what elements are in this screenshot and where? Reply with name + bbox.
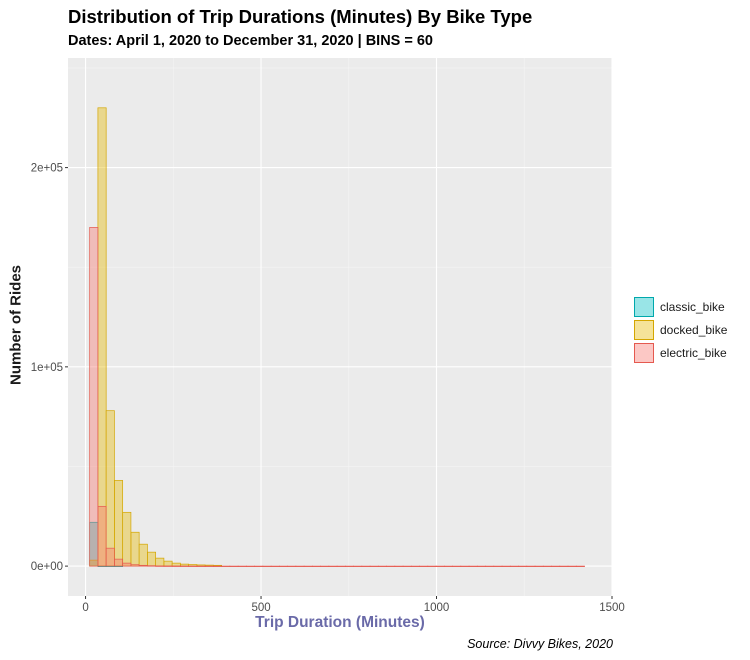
- electric_bike-bar: [312, 565, 321, 567]
- docked_bike-bar: [105, 410, 115, 567]
- docked_bike-bar: [155, 557, 165, 567]
- electric_bike-bar: [229, 565, 239, 567]
- electric_bike-bar: [328, 565, 338, 567]
- legend-label: classic_bike: [660, 299, 725, 314]
- x-tick-label: 0: [82, 602, 88, 614]
- electric_bike-bar: [130, 564, 140, 567]
- electric_bike-bar: [204, 565, 214, 567]
- docked_bike-bar: [97, 107, 107, 567]
- y-tick-label: 2e+05: [31, 163, 63, 175]
- electric_bike-bar: [419, 565, 429, 567]
- x-tick-label: 1500: [599, 602, 625, 614]
- electric_bike-bar: [171, 565, 181, 567]
- electric_bike-bar: [377, 565, 387, 567]
- legend-key-electric_bike: [634, 342, 654, 363]
- grid-minor: [68, 58, 612, 596]
- electric_bike-bar: [246, 565, 255, 567]
- chart-caption: Source: Divvy Bikes, 2020: [467, 637, 613, 651]
- electric_bike-bar: [427, 565, 437, 567]
- x-axis: 0 500 1000 1500: [82, 596, 625, 614]
- electric_bike-bar: [254, 565, 264, 567]
- docked_bike-bar: [163, 560, 173, 567]
- electric_bike-bar: [295, 565, 305, 567]
- chart-subtitle: Dates: April 1, 2020 to December 31, 202…: [68, 33, 433, 49]
- electric_bike-bar: [237, 565, 247, 567]
- electric_bike-bar: [105, 547, 115, 567]
- electric_bike-bar: [336, 565, 346, 567]
- electric_bike-bar: [435, 565, 445, 567]
- electric_bike-bar: [188, 565, 198, 567]
- electric_bike-bar: [468, 565, 478, 567]
- electric_bike-bar: [402, 565, 412, 567]
- electric_bike-bar: [287, 565, 297, 567]
- series-docked_bike: [89, 107, 222, 567]
- electric_bike-bar: [369, 565, 379, 567]
- y-axis: 0e+00 1e+05 2e+05: [31, 163, 68, 573]
- electric_bike-bar: [493, 565, 503, 567]
- electric_bike-bar: [196, 565, 206, 567]
- electric_bike-bar: [394, 565, 404, 567]
- docked_bike-bar: [114, 480, 124, 567]
- docked_bike-bar: [122, 511, 132, 567]
- electric_bike-bar: [509, 565, 519, 567]
- electric_bike-bar: [155, 565, 165, 567]
- electric_bike-bar: [559, 565, 569, 567]
- docked_bike-bar: [147, 551, 157, 567]
- electric_bike-bar: [114, 558, 124, 567]
- electric_bike-bar: [270, 565, 280, 567]
- x-tick-label: 500: [251, 602, 270, 614]
- electric_bike-bar: [303, 565, 313, 567]
- plot-panel: [68, 58, 612, 596]
- electric_bike-bar: [460, 565, 470, 567]
- legend-key-classic_bike: [634, 296, 654, 317]
- electric_bike-bar: [410, 565, 420, 567]
- electric_bike-bar: [476, 565, 486, 567]
- bars-layer: [89, 107, 585, 567]
- electric_bike-bar: [361, 565, 371, 567]
- x-axis-label: Trip Duration (Minutes): [255, 614, 425, 631]
- electric_bike-bar: [163, 565, 173, 567]
- electric_bike-bar: [551, 565, 561, 567]
- electric_bike-bar: [122, 562, 132, 567]
- electric_bike-bar: [518, 565, 528, 567]
- electric_bike-bar: [262, 565, 272, 567]
- legend-label: docked_bike: [660, 322, 728, 337]
- electric_bike-bar: [443, 565, 453, 567]
- electric_bike-bar: [320, 565, 330, 567]
- electric_bike-bar: [575, 565, 585, 567]
- legend: classic_bike docked_bike electric_bike: [634, 295, 727, 364]
- electric_bike-bar: [534, 565, 544, 567]
- legend-item-electric_bike: electric_bike: [634, 341, 727, 364]
- electric_bike-bar: [221, 565, 231, 567]
- electric_bike-bar: [180, 565, 189, 567]
- electric_bike-bar: [485, 565, 495, 567]
- electric_bike-bar: [147, 565, 157, 567]
- y-axis-label: Number of Rides: [7, 264, 25, 386]
- electric_bike-bar: [501, 565, 511, 567]
- y-tick-label: 0e+00: [31, 561, 63, 573]
- electric_bike-bar: [452, 565, 462, 567]
- electric_bike-bar: [345, 565, 354, 567]
- docked_bike-bar: [130, 531, 140, 567]
- chart-title: Distribution of Trip Durations (Minutes)…: [68, 6, 533, 27]
- x-tick-label: 1000: [424, 602, 450, 614]
- electric_bike-bar: [89, 227, 99, 567]
- electric_bike-bar: [279, 565, 288, 567]
- electric_bike-bar: [353, 565, 363, 567]
- docked_bike-bar: [138, 543, 148, 567]
- electric_bike-bar: [138, 564, 148, 567]
- series-electric_bike: [89, 227, 585, 567]
- legend-key-docked_bike: [634, 319, 654, 340]
- y-tick-label: 1e+05: [31, 362, 63, 374]
- electric_bike-bar: [386, 565, 396, 567]
- electric_bike-bar: [567, 565, 577, 567]
- legend-label: electric_bike: [660, 345, 727, 360]
- electric_bike-bar: [213, 565, 222, 567]
- electric_bike-bar: [97, 505, 107, 567]
- electric_bike-bar: [542, 565, 552, 567]
- legend-item-docked_bike: docked_bike: [634, 318, 727, 341]
- electric_bike-bar: [526, 565, 536, 567]
- legend-item-classic_bike: classic_bike: [634, 295, 727, 318]
